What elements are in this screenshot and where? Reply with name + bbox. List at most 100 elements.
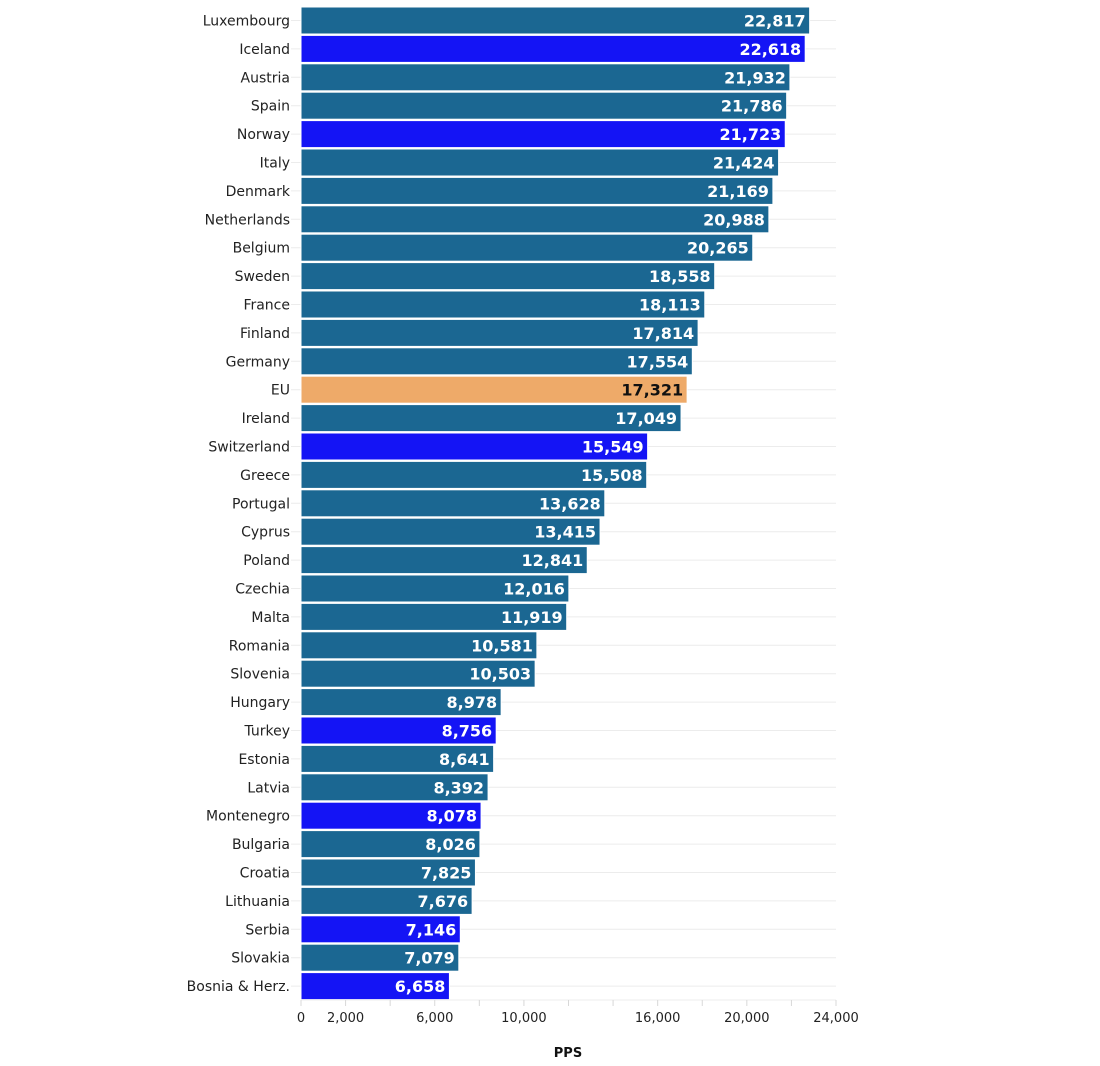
bar-romania <box>300 631 538 660</box>
value-label: 17,814 <box>632 324 694 343</box>
value-label: 8,392 <box>433 778 484 797</box>
bar-spain <box>300 91 788 120</box>
category-label: Greece <box>240 468 290 484</box>
value-label: 17,049 <box>615 409 677 428</box>
value-label: 18,113 <box>639 296 701 315</box>
bar-portugal <box>300 489 606 518</box>
category-label: Austria <box>241 70 290 86</box>
category-label: Sweden <box>235 269 290 285</box>
category-label: Italy <box>260 156 290 172</box>
bar-italy <box>300 148 780 177</box>
bar-montenegro <box>300 801 482 830</box>
bar-slovenia <box>300 659 536 688</box>
category-label: Norway <box>237 127 290 143</box>
bar-latvia <box>300 773 489 802</box>
value-label: 22,817 <box>744 12 806 31</box>
bar-eu <box>300 375 688 404</box>
x-tick-label: 20,000 <box>724 1011 770 1026</box>
value-label: 10,503 <box>469 665 531 684</box>
bar-austria <box>300 63 791 92</box>
category-label: France <box>243 298 290 314</box>
category-label: Poland <box>243 553 290 569</box>
value-label: 20,988 <box>703 210 765 229</box>
category-label: Lithuania <box>225 894 290 910</box>
x-tick-label: 2,000 <box>327 1011 364 1026</box>
bar-switzerland <box>300 432 649 461</box>
value-label: 7,146 <box>406 920 457 939</box>
x-tick-label: 0 <box>297 1011 305 1026</box>
category-label: Turkey <box>243 724 290 740</box>
category-label: Estonia <box>238 752 290 768</box>
bar-netherlands <box>300 205 770 234</box>
x-tick-label: 16,000 <box>635 1011 681 1026</box>
bar-cyprus <box>300 517 601 546</box>
category-labels: Luxembourg Iceland Austria Spain Norway Italy… <box>187 14 291 996</box>
value-label: 10,581 <box>471 636 533 655</box>
bar-turkey <box>300 716 497 745</box>
category-label: Cyprus <box>241 525 290 541</box>
bar-malta <box>300 602 568 631</box>
bar-ireland <box>300 404 682 433</box>
category-label: Denmark <box>226 184 291 200</box>
category-label: Slovenia <box>230 667 290 683</box>
value-label: 17,321 <box>621 381 683 400</box>
x-tick-label: 6,000 <box>416 1011 453 1026</box>
category-label: Romania <box>229 638 290 654</box>
category-label: Belgium <box>233 241 290 257</box>
bar-hungary <box>300 688 502 717</box>
category-label: Switzerland <box>208 440 290 456</box>
category-label: Luxembourg <box>203 14 290 30</box>
bar-estonia <box>300 744 495 773</box>
value-label: 7,079 <box>404 949 455 968</box>
category-label: Iceland <box>239 42 290 58</box>
value-label: 8,641 <box>439 750 490 769</box>
x-tick-label: 10,000 <box>501 1011 547 1026</box>
bar-serbia <box>300 915 461 944</box>
bar-croatia <box>300 858 476 887</box>
category-label: Finland <box>240 326 290 342</box>
value-label: 6,658 <box>395 977 446 996</box>
category-label: Netherlands <box>205 212 290 228</box>
bar-luxembourg <box>300 6 811 35</box>
value-label: 7,825 <box>421 864 472 883</box>
bar-germany <box>300 347 693 376</box>
value-label: 22,618 <box>739 40 801 59</box>
category-label: Bosnia & Herz. <box>187 979 290 995</box>
value-label: 21,932 <box>724 68 786 87</box>
bar-greece <box>300 460 648 489</box>
bar-czechia <box>300 574 570 603</box>
value-label: 20,265 <box>687 239 749 258</box>
value-label: 21,169 <box>707 182 769 201</box>
category-label: EU <box>271 383 290 399</box>
value-label: 21,723 <box>719 125 781 144</box>
bar-slovakia <box>300 943 460 972</box>
value-label: 18,558 <box>649 267 711 286</box>
bars <box>300 6 811 1001</box>
bar-bulgaria <box>300 830 481 859</box>
value-label: 7,676 <box>418 892 469 911</box>
category-label: Czechia <box>235 582 290 598</box>
category-label: Montenegro <box>206 809 290 825</box>
category-label: Malta <box>251 610 290 626</box>
category-label: Portugal <box>232 496 290 512</box>
category-label: Slovakia <box>231 951 290 967</box>
bar-finland <box>300 318 699 347</box>
value-label: 21,424 <box>713 154 775 173</box>
value-label: 8,978 <box>447 693 498 712</box>
category-label: Serbia <box>245 922 290 938</box>
bar-norway <box>300 120 786 149</box>
x-axis: 0 2,000 6,000 10,000 16,000 20,000 24,000 <box>297 999 859 1026</box>
category-label: Hungary <box>230 695 290 711</box>
bar-belgium <box>300 233 754 262</box>
bar-iceland <box>300 34 806 63</box>
category-label: Spain <box>251 99 290 115</box>
bar-poland <box>300 546 588 575</box>
bar-lithuania <box>300 886 473 915</box>
value-label: 8,078 <box>426 807 477 826</box>
category-label: Ireland <box>242 411 290 427</box>
value-label: 17,554 <box>627 352 689 371</box>
value-labels: 22,817 22,618 21,932 21,786 21,723 21,424 21,1… <box>395 12 806 997</box>
bar-sweden <box>300 262 716 291</box>
category-label: Latvia <box>247 780 290 796</box>
bar-denmark <box>300 176 774 205</box>
